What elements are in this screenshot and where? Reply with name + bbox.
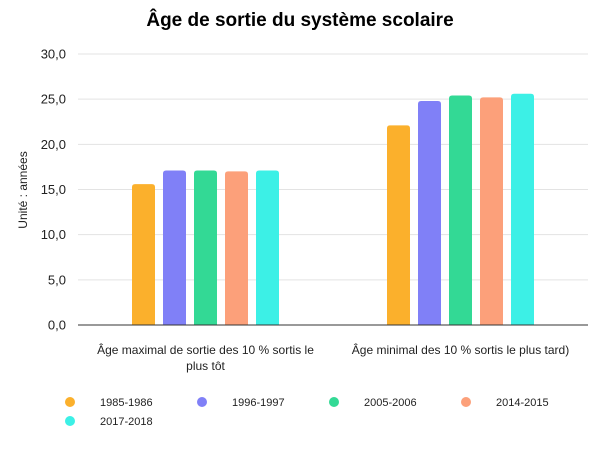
y-tick-label: 0,0 [48,318,66,333]
bar-2014-2015-cat0 [225,171,248,325]
y-tick-label: 25,0 [41,92,66,107]
y-tick-labels: 0,0 5,0 10,0 15,0 20,0 25,0 30,0 [41,47,66,333]
legend-marker-2017-2018 [65,416,75,426]
legend-marker-2014-2015 [461,397,471,407]
bar-1996-1997-cat0 [163,170,186,325]
legend-label-1985-1986: 1985-1986 [100,397,153,409]
y-tick-label: 30,0 [41,47,66,62]
legend-label-2014-2015: 2014-2015 [496,397,549,409]
bar-2017-2018-cat0 [256,170,279,325]
legend: 1985-1986 1996-1997 2005-2006 2014-2015 2017… [65,397,549,428]
legend-label-1996-1997: 1996-1997 [232,397,285,409]
bar-1985-1986-cat0 [132,184,155,325]
legend-label-2005-2006: 2005-2006 [364,397,417,409]
chart-title: Âge de sortie du système scolaire [146,9,453,31]
bar-2014-2015-cat1 [480,97,503,325]
category-labels: Âge maximal de sortie des 10 % sortis le… [97,342,569,373]
legend-marker-2005-2006 [329,397,339,407]
x-category-label: plus tôt [186,359,225,373]
y-tick-label: 20,0 [41,137,66,152]
x-category-label: Âge minimal des 10 % sortis le plus tard… [352,342,569,357]
y-tick-label: 15,0 [41,182,66,197]
bars [132,93,534,326]
legend-marker-1985-1986 [65,397,75,407]
bar-2005-2006-cat1 [449,95,472,325]
bar-1996-1997-cat1 [418,100,441,326]
legend-label-2017-2018: 2017-2018 [100,416,153,428]
bar-2005-2006-cat0 [194,170,217,325]
x-category-label: Âge maximal de sortie des 10 % sortis le [97,342,314,357]
y-tick-label: 10,0 [41,227,66,242]
bar-1985-1986-cat1 [387,125,410,325]
bar-2017-2018-cat1 [511,93,534,325]
y-axis-label: Unité : années [16,151,30,228]
legend-marker-1996-1997 [197,397,207,407]
y-tick-label: 5,0 [48,272,66,287]
